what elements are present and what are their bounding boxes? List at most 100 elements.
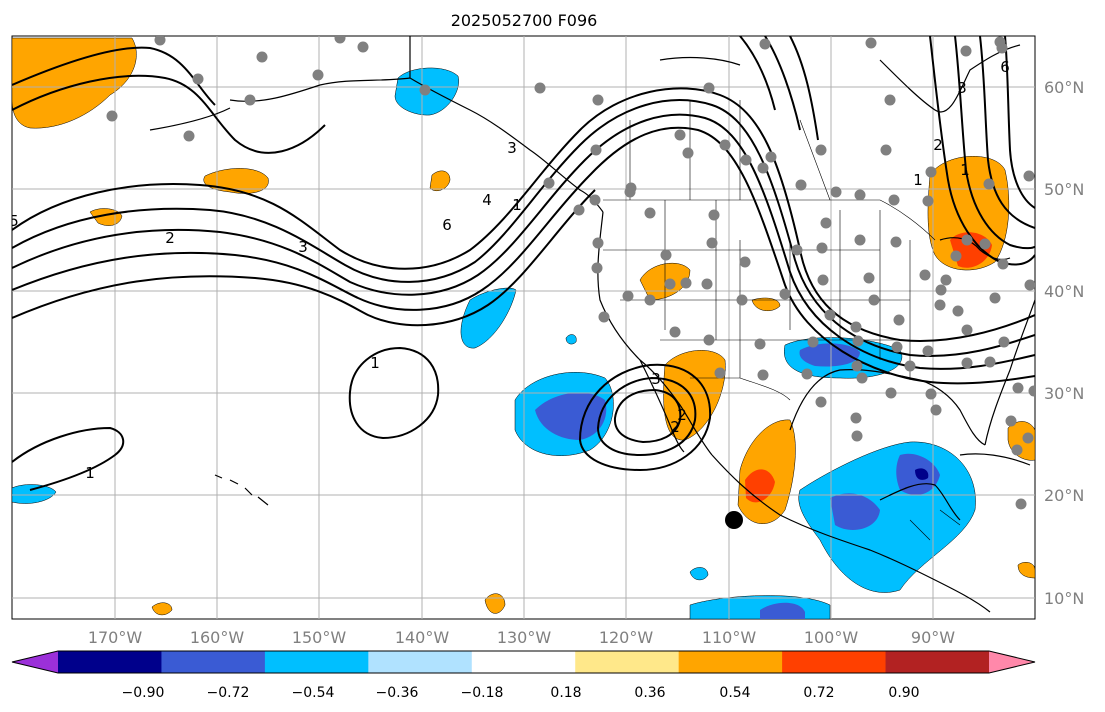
svg-text:1: 1 — [913, 171, 923, 189]
station-marker — [856, 372, 868, 384]
storm-center-marker — [725, 511, 743, 529]
station-marker — [925, 388, 937, 400]
colorbar-tick-label: 0.90 — [888, 685, 919, 701]
station-marker — [669, 326, 681, 338]
lat-label: 40°N — [1044, 282, 1084, 301]
station-marker — [644, 294, 656, 306]
station-marker — [591, 262, 603, 274]
station-marker — [851, 430, 863, 442]
station-marker — [880, 144, 892, 156]
colorbar-tick-label: 0.54 — [719, 685, 750, 701]
colorbar-segment — [58, 651, 162, 673]
svg-text:2: 2 — [933, 136, 943, 154]
lon-label: 170°W — [88, 628, 143, 647]
station-marker — [708, 209, 720, 221]
station-marker — [852, 335, 864, 347]
colorbar-segment — [678, 651, 783, 673]
station-marker — [984, 356, 996, 368]
svg-text:1: 1 — [960, 161, 970, 179]
svg-text:4: 4 — [482, 191, 492, 209]
station-marker — [888, 194, 900, 206]
lon-label: 160°W — [190, 628, 245, 647]
station-marker — [706, 237, 718, 249]
lat-label: 20°N — [1044, 486, 1084, 505]
graticule — [12, 36, 1035, 619]
colorbar-tick-label: 0.36 — [634, 685, 665, 701]
colorbar-segment — [782, 651, 887, 673]
colorbar-segment — [161, 651, 266, 673]
colorbar — [11, 650, 1036, 674]
colorbar-segment — [368, 651, 473, 673]
station-marker — [680, 277, 692, 289]
station-marker — [682, 147, 694, 159]
lon-label: 150°W — [292, 628, 347, 647]
station-marker — [740, 154, 752, 166]
station-marker — [851, 360, 863, 372]
station-marker — [850, 321, 862, 333]
station-marker — [754, 338, 766, 350]
station-marker — [979, 238, 991, 250]
lat-label: 30°N — [1044, 384, 1084, 403]
station-marker — [997, 258, 1009, 270]
station-marker — [1028, 385, 1035, 397]
colorbar-tick-label: −0.90 — [122, 685, 165, 701]
station-marker — [961, 324, 973, 336]
svg-text:2: 2 — [677, 406, 687, 424]
station-marker — [919, 269, 931, 281]
lat-label: 50°N — [1044, 180, 1084, 199]
station-marker — [719, 139, 731, 151]
station-marker — [598, 311, 610, 323]
station-marker — [624, 186, 636, 198]
contours — [12, 36, 1035, 491]
station-marker — [765, 151, 777, 163]
station-marker — [989, 292, 1001, 304]
svg-text:2: 2 — [165, 229, 175, 247]
svg-text:1: 1 — [85, 464, 95, 482]
station-marker — [312, 69, 324, 81]
station-marker — [807, 336, 819, 348]
station-marker — [1005, 415, 1017, 427]
svg-text:5: 5 — [9, 212, 19, 230]
svg-text:6: 6 — [442, 216, 452, 234]
station-marker — [757, 162, 769, 174]
station-marker — [1011, 444, 1023, 456]
station-marker — [622, 290, 634, 302]
lon-label: 120°W — [599, 628, 654, 647]
station-marker — [419, 84, 431, 96]
station-marker — [960, 45, 972, 57]
station-marker — [543, 177, 555, 189]
lon-label: 100°W — [804, 628, 859, 647]
station-marker — [791, 244, 803, 256]
station-marker — [674, 129, 686, 141]
station-marker — [592, 237, 604, 249]
station-marker — [816, 242, 828, 254]
svg-text:3: 3 — [651, 370, 661, 388]
colorbar-tick-label: 0.18 — [550, 685, 581, 701]
station-marker — [801, 368, 813, 380]
station-marker — [868, 294, 880, 306]
station-marker — [824, 309, 836, 321]
station-marker — [573, 204, 585, 216]
contour-labels: 2 3 6 4 1 1 2 3 2 3 1 1 6 3 2 1 5 — [9, 58, 1010, 482]
station-marker — [863, 272, 875, 284]
station-marker — [590, 144, 602, 156]
lon-label: 130°W — [497, 628, 552, 647]
station-marker — [256, 51, 268, 63]
colorbar-segment — [264, 651, 369, 673]
latitude-labels: 60°N 50°N 40°N 30°N 20°N 10°N — [1044, 78, 1084, 608]
station-marker — [589, 194, 601, 206]
station-marker — [950, 250, 962, 262]
colorbar-tick-label: −0.54 — [292, 685, 335, 701]
lat-label: 10°N — [1044, 589, 1084, 608]
station-marker — [1015, 498, 1027, 510]
station-marker — [854, 189, 866, 201]
colorbar-segment — [471, 651, 576, 673]
station-markers — [106, 36, 1035, 510]
station-marker — [534, 82, 546, 94]
station-marker — [701, 278, 713, 290]
colorbar-tick-label: −0.36 — [376, 685, 419, 701]
lon-label: 90°W — [911, 628, 955, 647]
station-marker — [983, 178, 995, 190]
station-marker — [192, 73, 204, 85]
